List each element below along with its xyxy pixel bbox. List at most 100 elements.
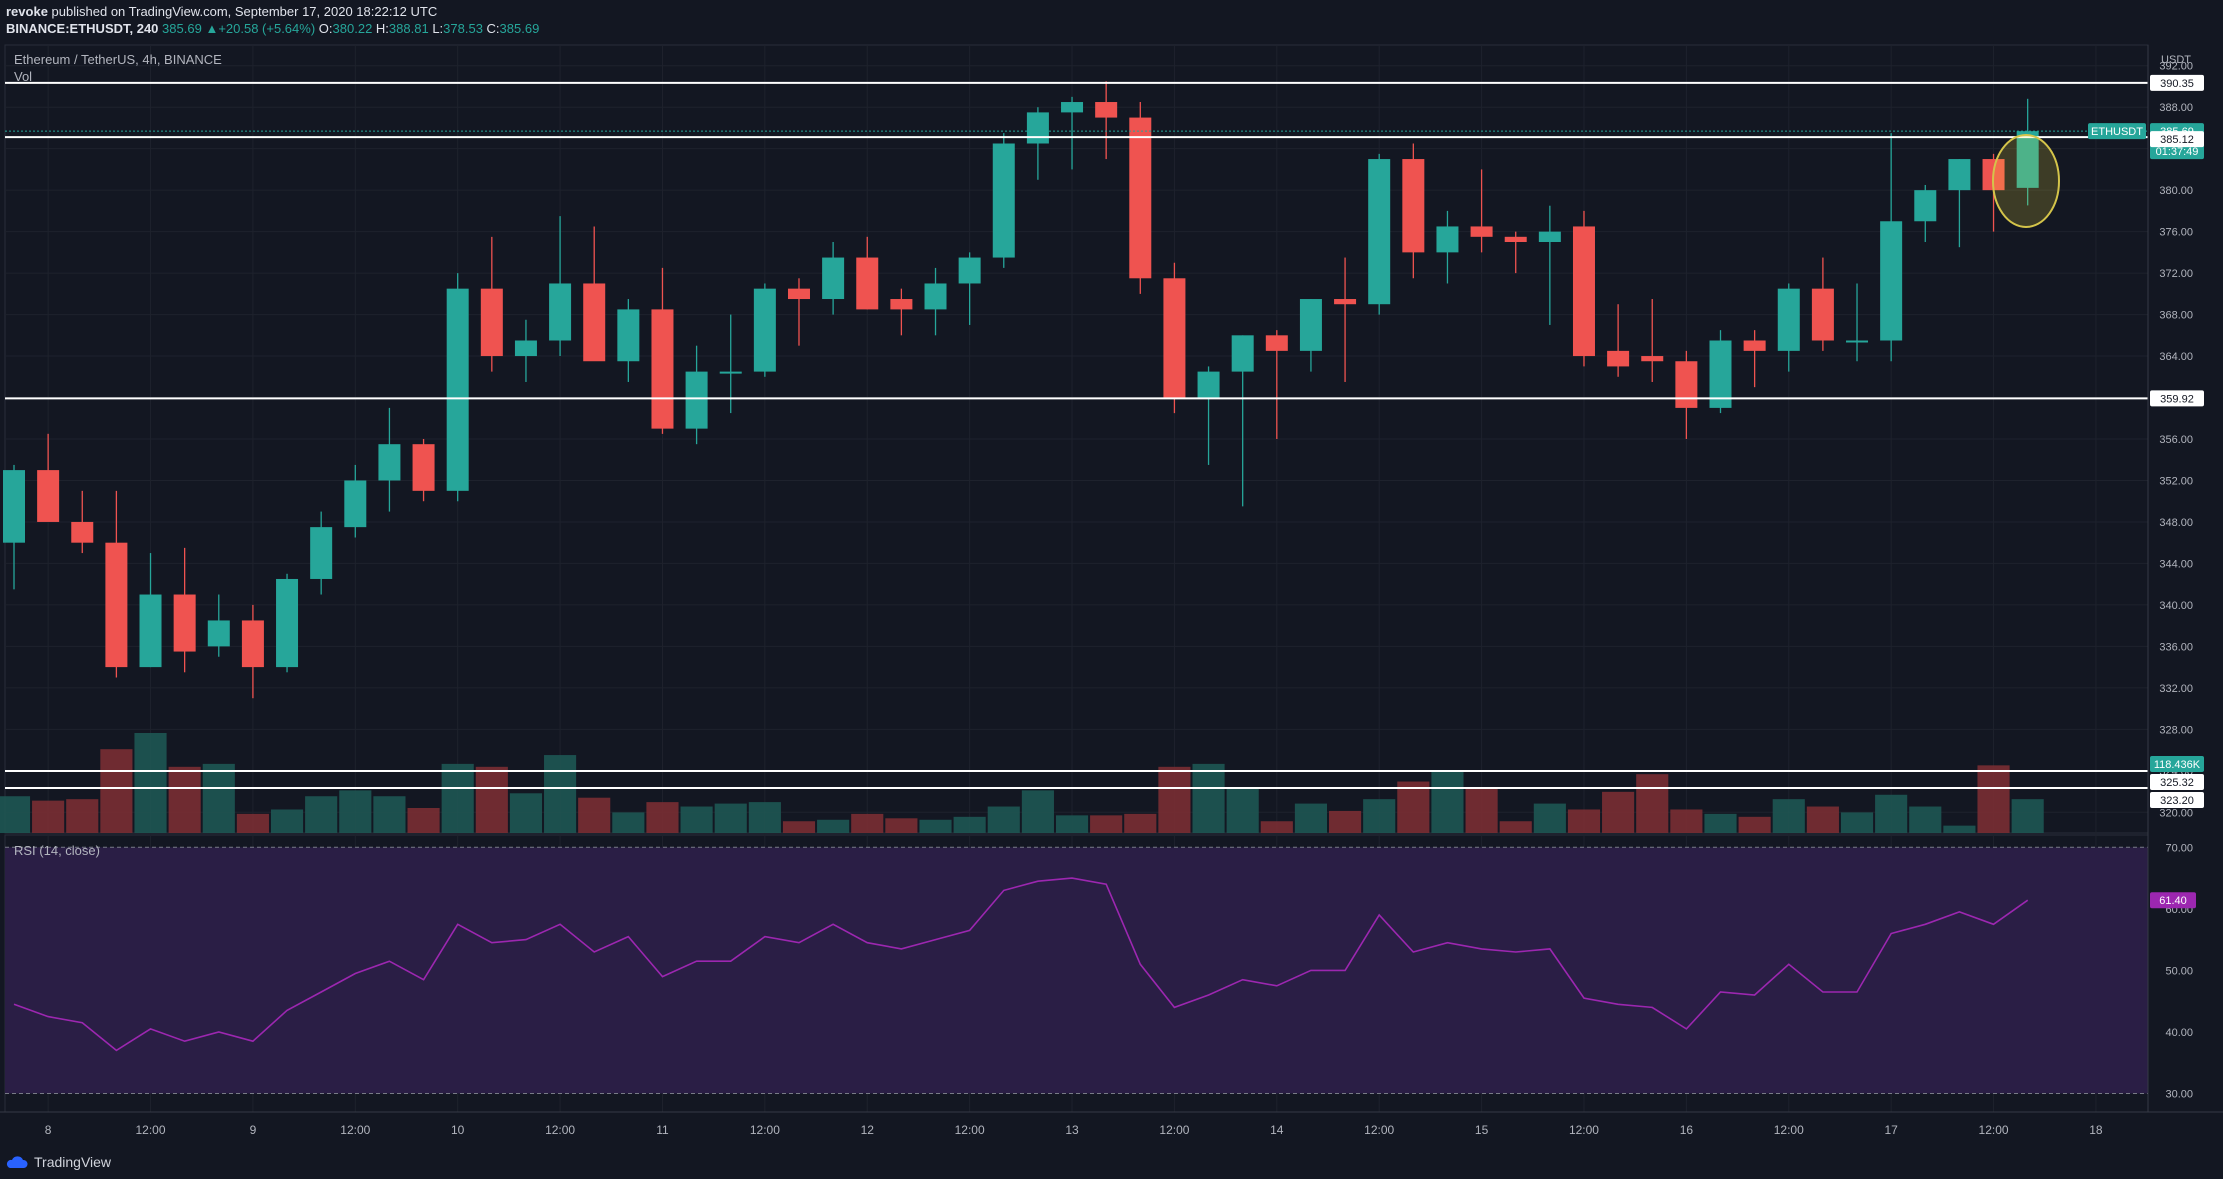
volume-bar — [1465, 787, 1498, 833]
candle-body — [139, 594, 162, 668]
tradingview-logo[interactable]: TradingView — [6, 1154, 111, 1170]
price-tick-label: 380.00 — [2159, 185, 2193, 197]
candle-body — [787, 288, 810, 300]
candle-body — [1811, 288, 1834, 341]
volume-bar — [1124, 813, 1157, 833]
level-tag-bg — [2150, 390, 2204, 407]
symbol-tag-bg — [2088, 123, 2146, 140]
candle-body — [1231, 335, 1254, 372]
volume-bar — [1055, 815, 1089, 833]
time-tick-label: 14 — [1270, 1123, 1284, 1137]
candle-body — [514, 340, 537, 357]
price-tick-label: 340.00 — [2159, 600, 2193, 612]
volume-bar — [339, 790, 372, 833]
level-tag: 390.35 — [2160, 78, 2194, 90]
candle-body — [1777, 288, 1800, 351]
volume-bar — [714, 803, 747, 833]
time-tick-label: 12:00 — [1159, 1123, 1189, 1137]
volume-bar — [1294, 803, 1328, 833]
time-tick-label: 16 — [1680, 1123, 1694, 1137]
high-label: H: — [375, 21, 389, 36]
price-tick-label: 356.00 — [2159, 434, 2193, 446]
candle-body — [1607, 350, 1630, 367]
rsi-tick-label: 70.00 — [2165, 842, 2193, 854]
price-tick-label: 388.00 — [2159, 102, 2193, 114]
volume-tag: 118.436K — [2154, 759, 2201, 771]
rsi-pane — [5, 846, 2148, 1095]
volume-bar — [612, 812, 645, 833]
volume-bar — [0, 796, 31, 833]
highlight-ellipse — [1992, 134, 2060, 228]
footer: TradingView — [0, 1146, 2223, 1179]
volume-label: Vol — [14, 69, 32, 84]
open-value: 380.22 — [332, 21, 373, 36]
price-tick-label: 336.00 — [2159, 641, 2193, 653]
volume-bar — [680, 806, 713, 833]
volume-bar — [1602, 791, 1635, 833]
volume-bar — [782, 821, 816, 833]
up-arrow-icon: ▲ — [205, 21, 219, 36]
volume-bar — [578, 797, 611, 833]
candle-body — [1572, 226, 1595, 357]
open-label: O: — [318, 21, 333, 36]
candle-body — [173, 594, 196, 652]
volume-bar — [748, 802, 781, 833]
volume-bar — [1397, 781, 1430, 833]
high-value: 388.81 — [388, 21, 429, 36]
price-tick-label: 372.00 — [2159, 268, 2193, 280]
volume-bar — [202, 763, 235, 833]
time-tick-label: 12 — [861, 1123, 875, 1137]
candle-body — [617, 309, 640, 362]
volume-tag: 323.20 — [2160, 795, 2194, 807]
volume-bar — [66, 799, 99, 833]
time-tick-label: 12:00 — [136, 1123, 166, 1137]
price-change: +20.58 (+5.64%) — [218, 21, 316, 36]
header: revoke published on TradingView.com, Sep… — [0, 0, 2223, 42]
volume-bar — [509, 793, 543, 833]
volume-bar — [134, 733, 167, 833]
time-tick-label: 10 — [451, 1123, 465, 1137]
volume-tag-bg — [2150, 774, 2204, 790]
time-tick-label: 12:00 — [1979, 1123, 2009, 1137]
candle-body — [1709, 340, 1732, 408]
time-tick-label: 11 — [656, 1123, 669, 1137]
rsi-line — [13, 877, 2029, 1052]
volume-bar — [953, 816, 986, 833]
candle-body — [1436, 226, 1459, 253]
candle-body — [1368, 159, 1391, 305]
publish-line: revoke published on TradingView.com, Sep… — [6, 4, 437, 19]
candle-body — [1914, 190, 1937, 222]
low-label: L: — [432, 21, 444, 36]
candle-body — [412, 444, 435, 491]
symbol-label[interactable]: BINANCE:ETHUSDT, 240 — [6, 21, 159, 36]
time-tick-label: 18 — [2089, 1123, 2103, 1137]
price-tick-label: 352.00 — [2159, 475, 2193, 487]
rsi-band — [5, 847, 2148, 1094]
volume-bar — [1090, 815, 1123, 833]
time-tick-label: 12:00 — [1774, 1123, 1804, 1137]
volume-bar — [373, 796, 406, 833]
volume-bars — [0, 733, 2044, 833]
candle-body — [685, 371, 708, 429]
volume-bar — [1192, 763, 1225, 833]
rsi-tick-label: 50.00 — [2165, 965, 2193, 977]
publisher-name[interactable]: revoke — [6, 4, 48, 19]
candle-body — [1743, 340, 1766, 351]
volume-tag-bg — [2150, 792, 2204, 808]
candle-body — [1470, 226, 1493, 237]
volume-bar — [1909, 806, 1942, 833]
price-tick-label: 320.00 — [2159, 807, 2193, 819]
price-tags: 390.35385.69ETHUSDT01:37:49385.12359.921… — [2088, 74, 2204, 909]
time-tick-label: 8 — [45, 1123, 52, 1137]
rsi-tick-label: 40.00 — [2165, 1027, 2193, 1039]
candle-body — [1265, 335, 1288, 351]
brand-name: TradingView — [34, 1154, 112, 1170]
candle-body — [549, 283, 572, 341]
candle-body — [890, 299, 913, 310]
candle-body — [1197, 371, 1220, 398]
candle-body — [753, 288, 776, 372]
last-price: 385.69 — [162, 21, 202, 36]
candle-body — [241, 620, 264, 668]
level-tag-bg — [2150, 131, 2204, 148]
